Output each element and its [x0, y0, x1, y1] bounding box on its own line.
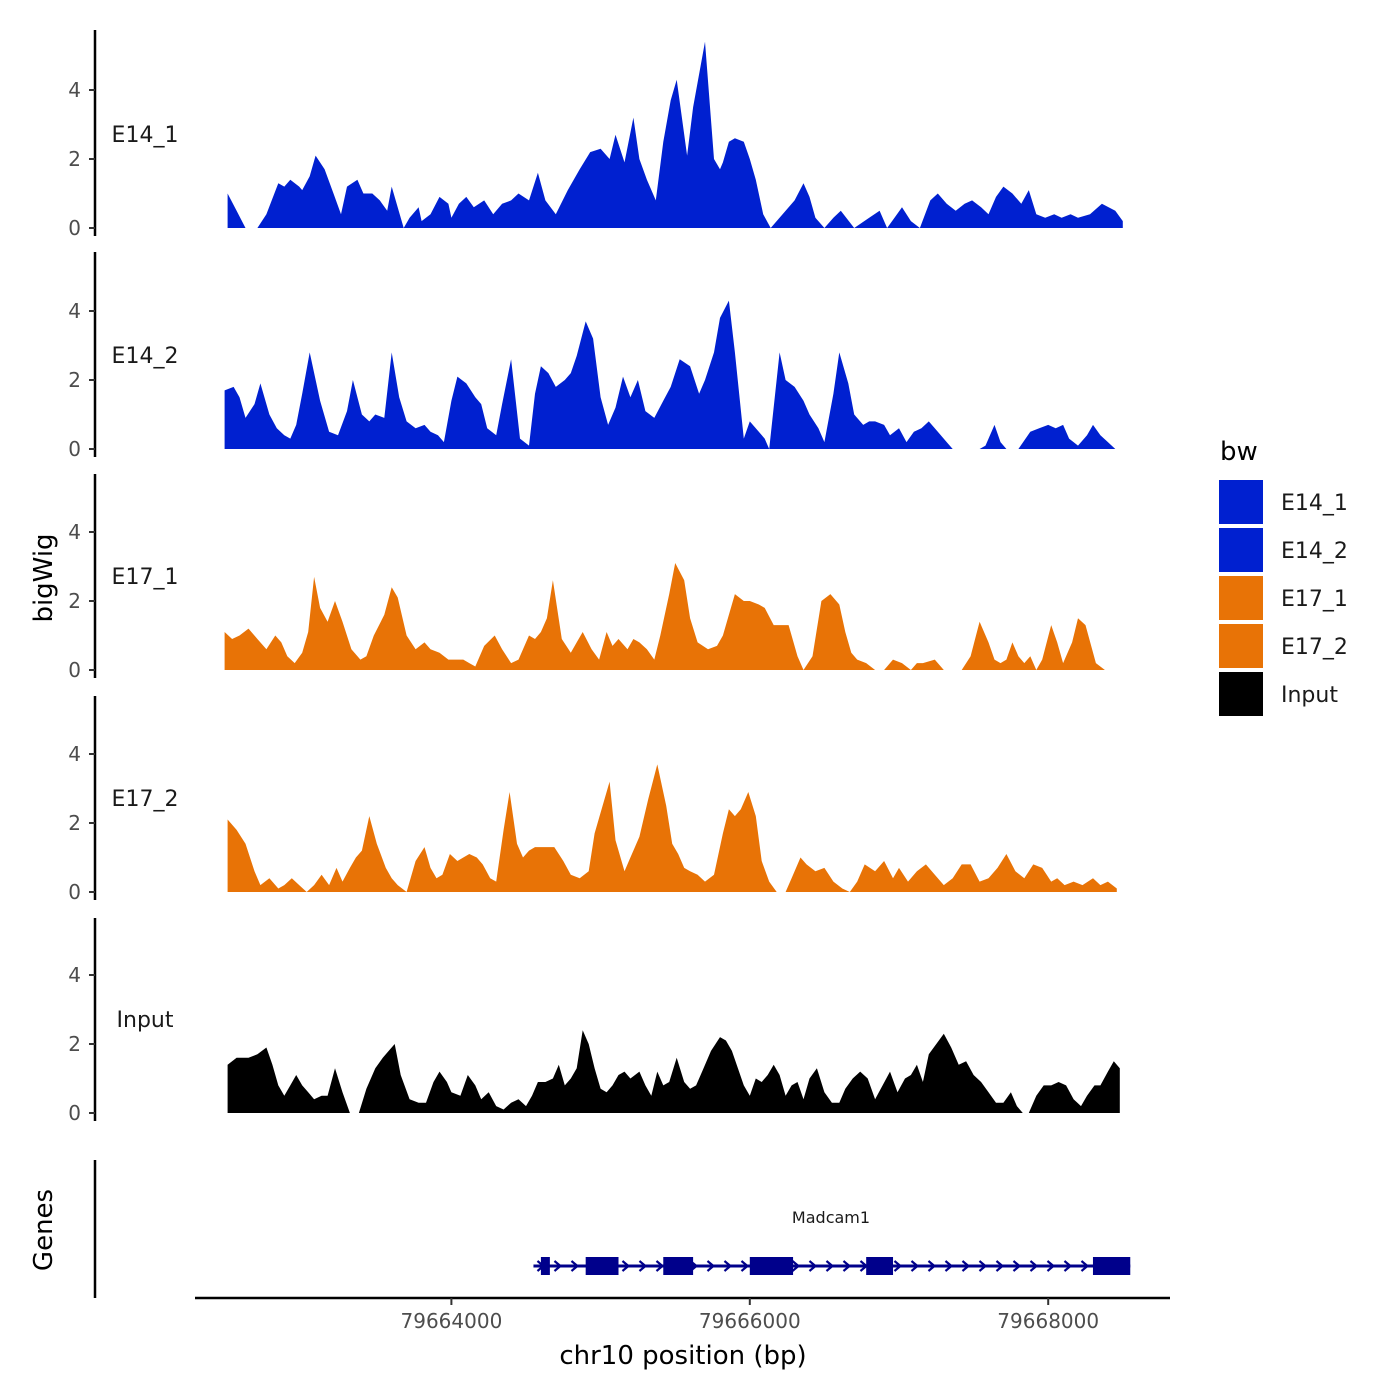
gene-exon: [663, 1257, 694, 1275]
signal-area-E17_2: [227, 764, 1117, 892]
y-axis-title: bigWig: [29, 533, 59, 622]
x-axis-title: chr10 position (bp): [559, 1341, 806, 1371]
strand-arrow: [621, 1260, 631, 1272]
legend-key-E14_2: [1219, 528, 1263, 572]
gene-exon: [749, 1257, 794, 1275]
x-tick-label: 79666000: [699, 1309, 801, 1333]
legend-label: E17_2: [1281, 635, 1348, 660]
strand-arrow: [893, 1260, 903, 1272]
y-tick-label: 0: [68, 1101, 81, 1125]
gene-exon: [540, 1257, 550, 1275]
y-tick-label: 2: [68, 368, 81, 392]
legend-key-E17_1: [1219, 576, 1263, 620]
genes-panel-title: Genes: [29, 1189, 59, 1271]
strand-arrow: [655, 1260, 665, 1272]
strand-arrow: [910, 1260, 920, 1272]
strand-arrow: [927, 1260, 937, 1272]
track-label: E17_2: [112, 787, 179, 812]
y-tick-label: 0: [68, 437, 81, 461]
track-E17_2: 0 2 4 E17_2: [68, 696, 1117, 904]
signal-area-Input: [227, 1030, 1120, 1113]
signal-area-E17_1: [224, 563, 1119, 670]
x-axis: 79664000 79666000 79668000: [195, 1296, 1170, 1333]
strand-arrow: [706, 1260, 716, 1272]
strand-arrow: [740, 1260, 750, 1272]
track-E14_2: 0 2 4 E14_2: [68, 252, 1116, 461]
y-tick-label: 2: [68, 147, 81, 171]
strand-arrow: [961, 1260, 971, 1272]
gene-exon: [1092, 1257, 1131, 1275]
x-tick-label: 79668000: [997, 1309, 1099, 1333]
strand-arrow: [842, 1260, 852, 1272]
track-label: E14_1: [112, 123, 179, 148]
strand-arrow: [1046, 1260, 1056, 1272]
track-label: Input: [117, 1008, 174, 1033]
strand-arrow: [723, 1260, 733, 1272]
legend-key-E17_2: [1219, 624, 1263, 668]
legend-key-E14_1: [1219, 480, 1263, 524]
legend: bw E14_1 E14_2 E17_1 E17_2 Input: [1219, 437, 1348, 716]
legend-key-Input: [1219, 672, 1263, 716]
x-tick-label: 79664000: [401, 1309, 503, 1333]
y-tick-label: 2: [68, 811, 81, 835]
strand-arrow: [1063, 1260, 1073, 1272]
gene-label: Madcam1: [792, 1208, 870, 1227]
track-label: E14_2: [112, 344, 179, 369]
y-tick-label: 0: [68, 216, 81, 240]
legend-label: E14_1: [1281, 491, 1348, 516]
gene-panel: Madcam1: [93, 1160, 1131, 1298]
legend-label: E17_1: [1281, 587, 1348, 612]
strand-arrow: [553, 1260, 563, 1272]
strand-arrow: [825, 1260, 835, 1272]
strand-arrow: [791, 1260, 801, 1272]
y-tick-label: 2: [68, 1032, 81, 1056]
y-tick-label: 4: [68, 520, 81, 544]
legend-label: Input: [1281, 683, 1338, 708]
y-tick-label: 4: [68, 299, 81, 323]
strand-arrow: [995, 1260, 1005, 1272]
strand-arrow: [638, 1260, 648, 1272]
strand-arrow: [808, 1260, 818, 1272]
y-tick-label: 4: [68, 78, 81, 102]
strand-arrow: [570, 1260, 580, 1272]
signal-tracks: 0 2 4 E14_1 0 2 4 E14_2 0 2 4 E17_1 0 2 4 E17_2 0 2 4 Input: [68, 30, 1123, 1125]
signal-area-E14_2: [224, 300, 1116, 449]
y-tick-label: 4: [68, 963, 81, 987]
legend-title: bw: [1220, 437, 1258, 467]
y-tick-label: 0: [68, 658, 81, 682]
strand-arrow: [1080, 1260, 1090, 1272]
gene-exon: [585, 1257, 619, 1275]
track-E17_1: 0 2 4 E17_1: [68, 474, 1119, 682]
legend-label: E14_2: [1281, 539, 1348, 564]
strand-arrow: [1029, 1260, 1039, 1272]
signal-area-E14_1: [227, 41, 1123, 229]
gene-exon: [866, 1257, 894, 1275]
strand-arrow: [1012, 1260, 1022, 1272]
track-Input: 0 2 4 Input: [68, 918, 1120, 1125]
strand-arrow: [978, 1260, 988, 1272]
track-label: E17_1: [112, 565, 179, 590]
strand-arrow: [944, 1260, 954, 1272]
y-tick-label: 4: [68, 742, 81, 766]
y-tick-label: 2: [68, 589, 81, 613]
y-tick-label: 0: [68, 880, 81, 904]
track-E14_1: 0 2 4 E14_1: [68, 30, 1123, 240]
